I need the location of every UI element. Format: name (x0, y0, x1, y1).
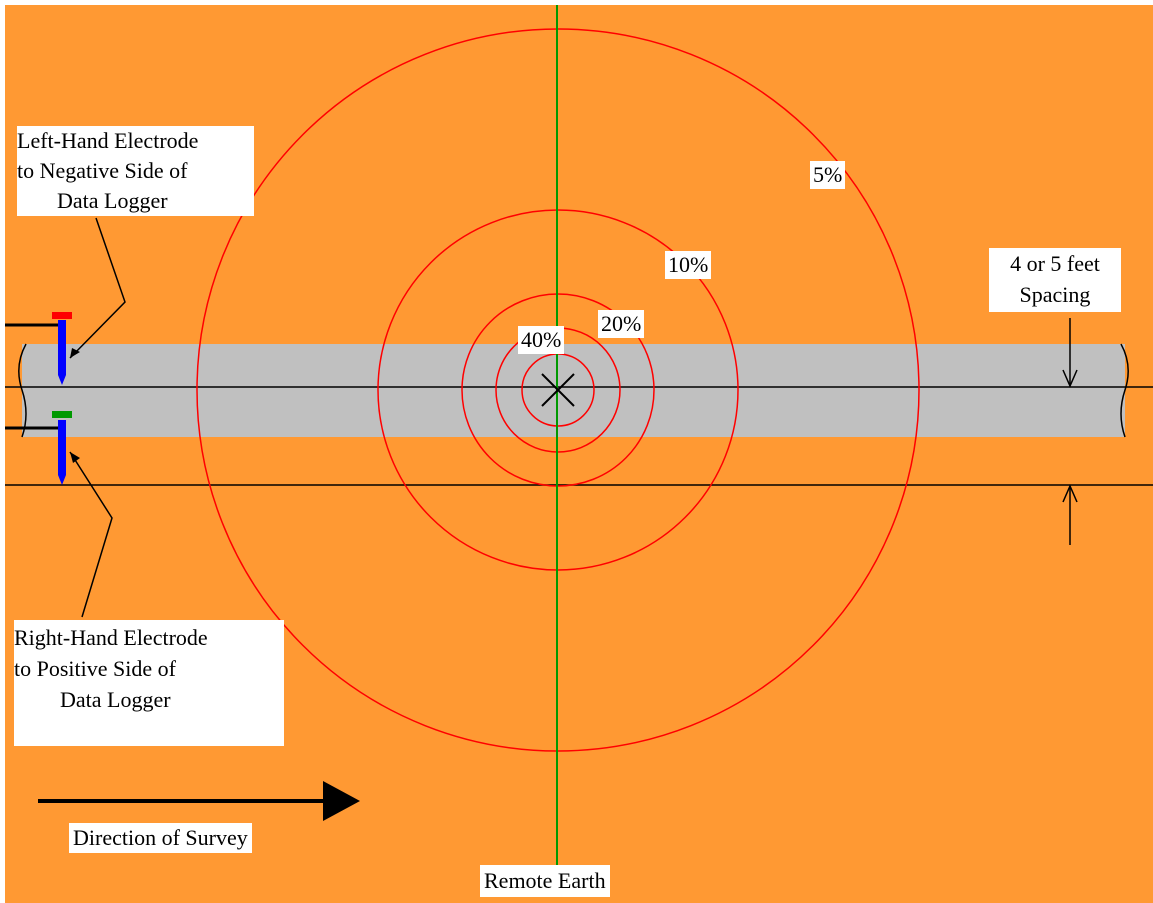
right-electrode-leader (69, 451, 113, 618)
spacing-arrow-up-head (1062, 484, 1078, 503)
spacing-label-line-1: 4 or 5 feet (1010, 251, 1100, 276)
right-electrode-body (58, 420, 66, 475)
contour-label-40-percent: 40% (518, 326, 565, 354)
remote-earth-label: Remote Earth (480, 865, 610, 897)
contour-label-20-percent: 20% (598, 310, 645, 338)
contour-label-10-percent: 10% (665, 251, 712, 279)
direction-label-text: Direction of Survey (73, 825, 248, 850)
left-electrode-tip (58, 375, 66, 385)
left-electrode-body (58, 320, 66, 375)
right-electrode-cap (52, 411, 72, 418)
right-electrode-leader-head (70, 452, 80, 463)
pipe-break-right (1120, 343, 1129, 438)
left-electrode-cap (52, 312, 72, 319)
right-electrode-label-line-2: to Positive Side of (14, 656, 176, 681)
spacing-label-line-2: Spacing (1019, 282, 1091, 307)
right-electrode-label-line-1: Right-Hand Electrode (14, 625, 208, 650)
spacing-arrow-down-head (1062, 369, 1078, 388)
left-electrode-leader-head (70, 348, 80, 358)
spacing-label: 4 or 5 feet Spacing (989, 248, 1121, 312)
contour-label-5-percent: 5% (810, 161, 846, 189)
center-mark-stroke-2 (541, 373, 575, 407)
remote-earth-label-text: Remote Earth (484, 868, 606, 893)
left-electrode-label: Left-Hand Electrode to Negative Side of … (17, 126, 254, 216)
right-electrode-label-line-3: Data Logger (60, 687, 171, 712)
left-electrode-label-line-2: to Negative Side of (17, 158, 188, 183)
right-electrode-label: Right-Hand Electrode to Positive Side of… (14, 620, 284, 746)
direction-arrow-head (323, 781, 360, 821)
pipeline (22, 344, 1125, 437)
left-electrode-label-line-3: Data Logger (57, 188, 168, 213)
left-electrode-label-line-1: Left-Hand Electrode (17, 128, 199, 153)
left-electrode-leader (69, 217, 126, 359)
right-electrode-tip (58, 475, 66, 485)
direction-label: Direction of Survey (69, 823, 252, 853)
pipe-break-left (18, 343, 27, 438)
